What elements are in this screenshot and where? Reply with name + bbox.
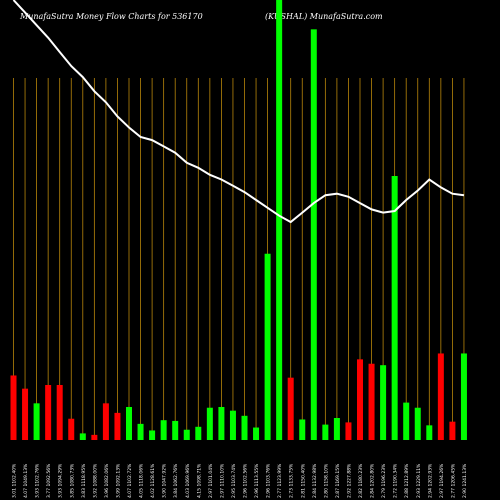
money-flow-bar [368, 363, 375, 440]
x-tick-label: 2.96 1102.56% [243, 463, 249, 498]
money-flow-bar [102, 403, 109, 440]
x-tick-label: 2.79 1196.23% [381, 463, 387, 498]
x-tick-label: 3.77 1092.56% [46, 463, 52, 498]
x-tick-label: 2.80 1158.10% [323, 463, 329, 498]
money-flow-bar [403, 402, 410, 440]
chart-title-right: (KUSHAL) MunafaSutra.com [265, 12, 383, 21]
money-flow-bar [253, 427, 260, 440]
money-flow-bar [149, 430, 156, 440]
money-flow-bar [310, 29, 317, 440]
money-flow-bar [229, 410, 236, 440]
money-flow-bar [10, 375, 17, 440]
x-tick-label: 2.90 1241.13% [462, 463, 468, 498]
money-flow-bar [299, 419, 306, 440]
x-tick-label: 3.96 1082.06% [104, 463, 110, 498]
x-tick-label: 2.97 1101.04% [208, 463, 214, 498]
money-flow-bar [56, 385, 63, 440]
x-tick-label: 4.03 1069.96% [185, 463, 191, 498]
x-tick-label: 2.77 1206.45% [450, 463, 456, 498]
money-flow-bar [264, 253, 271, 440]
x-tick-label: 4.07 1049.13% [23, 463, 29, 498]
money-flow-bar [22, 388, 29, 440]
money-flow-bar [380, 365, 387, 440]
x-tick-label: 2.87 1169.15% [335, 463, 341, 498]
money-flow-bar [172, 420, 179, 440]
money-flow-bar [206, 407, 213, 440]
x-tick-label: 3.93 1094.29% [58, 463, 64, 498]
money-flow-bar [183, 429, 190, 440]
x-tick-label: 3.85 1080.73% [69, 463, 75, 498]
x-tick-label: 4.07 1102.72% [127, 463, 133, 498]
money-flow-bar [195, 426, 202, 440]
money-flow-bar [287, 377, 294, 440]
x-tick-label: 2.82 1180.23% [358, 463, 364, 498]
x-tick-label: 3.99 1092.13% [115, 463, 121, 498]
x-tick-label: 3.83 1118.95% [81, 463, 87, 498]
money-flow-bar [79, 433, 86, 440]
x-tick-label: 2.96 1113.55% [254, 463, 260, 498]
money-flow-bar [45, 385, 52, 440]
money-flow-bar [449, 421, 456, 440]
money-flow-bar [91, 434, 98, 440]
x-tick-label: 2.72 1190.34% [393, 463, 399, 498]
money-flow-bar [322, 424, 329, 440]
x-tick-label: 4.02 1128.61% [150, 463, 156, 498]
money-flow-bar [68, 418, 75, 440]
x-tick-label: 4.15 1098.71% [196, 463, 202, 498]
x-tick-label: 2.73 1133.75% [289, 463, 295, 498]
x-tick-label: 2.88 1212.89% [404, 463, 410, 498]
x-tick-label: 2.95 1103.74% [231, 463, 237, 498]
x-tick-label: 2.84 1202.80% [370, 463, 376, 498]
x-tick-label: 3.84 1062.76% [173, 463, 179, 498]
x-tick-label: 3.92 1088.00% [92, 463, 98, 498]
x-tick-label: 2.96 1103.76% [266, 463, 272, 498]
money-flow-bar [241, 415, 248, 440]
money-flow-bar [276, 0, 283, 441]
x-tick-label: 3.90 1047.92% [162, 463, 168, 498]
money-flow-bar [437, 353, 444, 440]
money-flow-bar [114, 412, 121, 440]
x-tick-label: 4.05 1118.06% [139, 463, 145, 498]
money-flow-bar [357, 359, 363, 440]
x-tick-label: 2.97 1194.26% [439, 463, 445, 498]
price-line [12, 0, 465, 224]
money-flow-bar [345, 422, 352, 440]
money-flow-bar [160, 420, 167, 440]
chart-title-left: MunafaSutra Money Flow Charts for 536170 [20, 12, 203, 21]
money-flow-bar [391, 176, 398, 440]
money-flow-bar [460, 353, 467, 440]
x-tick-label: 2.97 1110.10% [219, 463, 225, 498]
x-tick-label: 2.93 1229.11% [416, 463, 422, 498]
money-flow-bar [333, 418, 340, 440]
x-tick-label: 2.81 1150.40% [300, 463, 306, 498]
x-tick-label: 3.93 1102.76% [35, 463, 41, 498]
x-tick-label: 2.92 1227.88% [346, 463, 352, 498]
x-tick-label: 2.94 1202.93% [427, 463, 433, 498]
x-tick-label: 3.01 1102.40% [12, 463, 18, 498]
x-tick-label: 2.84 1132.98% [312, 463, 318, 498]
x-tick-label: 2.77 1123.99% [277, 463, 283, 498]
money-flow-bar [426, 425, 433, 440]
money-flow-bar [137, 423, 144, 440]
money-flow-bar [126, 407, 132, 440]
money-flow-bar [414, 407, 421, 440]
money-flow-bar [218, 407, 225, 440]
money-flow-bar [33, 403, 40, 440]
